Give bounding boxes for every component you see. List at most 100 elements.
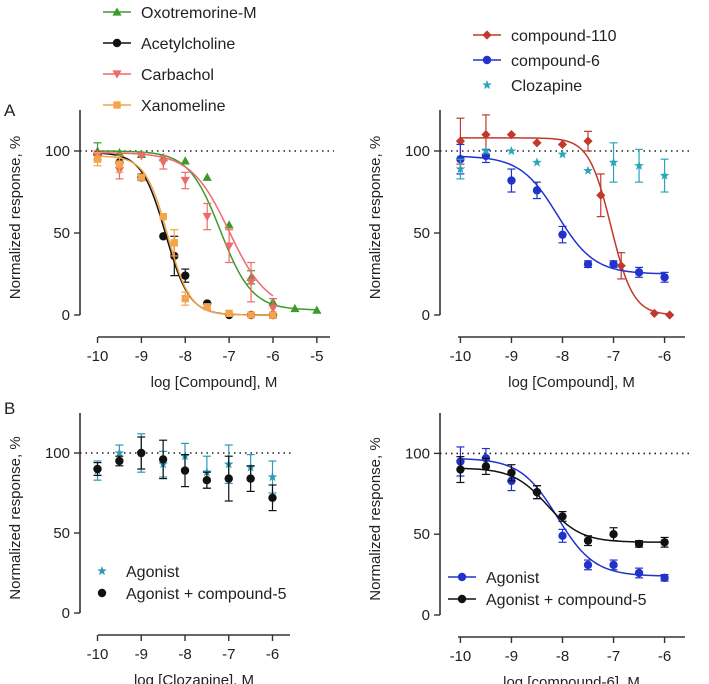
panel-label-a: A [4, 101, 16, 120]
data-point [137, 448, 146, 458]
data-point [224, 242, 234, 251]
data-point [649, 308, 659, 318]
data-point [114, 447, 125, 458]
data-point [170, 239, 178, 247]
data-point [583, 259, 593, 269]
x-tick-label: -8 [178, 646, 191, 663]
x-tick-label: -7 [607, 648, 620, 665]
data-point [115, 456, 124, 466]
legend-label: compound-110 [511, 28, 617, 45]
x-tick-label: -7 [222, 646, 235, 663]
x-tick-label: -7 [222, 348, 235, 365]
x-tick-label: -10 [450, 348, 472, 365]
data-point [247, 311, 255, 319]
x-tick-label: -7 [607, 348, 620, 365]
x-tick-label: -8 [556, 648, 569, 665]
chart-b-left: 0 50 100 -10 -9 -8 -7 -6 log [Clozapine], M Norma… [7, 413, 294, 684]
x-tick-label: -9 [135, 348, 148, 365]
data-point [557, 149, 568, 159]
data-point [93, 155, 102, 163]
x-axis-label: log [Clozapine], M [134, 672, 254, 684]
legend-marker [482, 79, 492, 90]
legend-marker [482, 55, 492, 65]
legend-label: Acetylcholine [141, 36, 235, 53]
x-tick-label: -5 [310, 348, 323, 365]
series-clozapine [455, 142, 670, 193]
data-point [532, 157, 542, 167]
x-tick-label: -8 [556, 348, 569, 365]
x-tick-label: -9 [505, 348, 518, 365]
data-point [268, 493, 277, 502]
series-agonist-compound-5 [93, 436, 277, 512]
y-tick-label: 100 [45, 445, 70, 462]
data-point [596, 190, 606, 200]
data-point [660, 273, 669, 282]
x-tick-label: -9 [135, 646, 148, 663]
legend-marker [482, 30, 492, 40]
legend-marker [113, 101, 121, 109]
data-point [136, 152, 147, 161]
data-point [224, 474, 233, 483]
data-point [583, 136, 593, 146]
data-point [634, 568, 644, 578]
legend-marker [112, 38, 122, 48]
data-point [634, 160, 644, 170]
data-point [481, 462, 491, 471]
data-point [159, 212, 168, 221]
data-point [659, 170, 670, 180]
chart-a-right: 0 50 100 -10 -9 -8 -7 -6 log [Compound], M Normal… [367, 28, 689, 391]
data-point [181, 271, 190, 280]
legend-marker [97, 588, 107, 598]
data-point [137, 173, 146, 181]
x-tick-label: -10 [450, 648, 472, 665]
x-tick-label: -6 [658, 348, 671, 365]
legend-label: Carbachol [141, 67, 214, 84]
data-point [455, 136, 466, 146]
data-point [583, 560, 593, 570]
data-point [506, 145, 517, 156]
y-tick-label: 100 [405, 445, 430, 462]
data-point [583, 536, 593, 545]
data-point [634, 539, 644, 549]
x-axis-label: log [Compound], M [151, 374, 278, 391]
data-point [158, 455, 168, 464]
data-point [269, 311, 277, 319]
data-point [115, 160, 124, 168]
y-tick-label: 50 [53, 225, 70, 242]
legend-label: Oxotremorine-M [141, 5, 257, 22]
data-point [158, 158, 168, 168]
data-point [202, 172, 212, 181]
data-point [481, 145, 491, 156]
data-point [93, 464, 102, 474]
y-tick-label: 50 [413, 526, 430, 543]
legend-label: compound-6 [511, 53, 600, 70]
y-axis-label: Normalized response, % [7, 136, 24, 299]
data-point [180, 156, 190, 165]
x-tick-label: -9 [505, 648, 518, 665]
data-point [609, 560, 618, 570]
x-axis-label: log [Compound], M [508, 374, 635, 391]
data-point [456, 465, 465, 474]
data-point [180, 176, 190, 186]
legend-label: Xanomeline [141, 98, 226, 115]
series-xanomeline [93, 152, 277, 319]
x-axis-label: log [compound-6], M [503, 674, 640, 684]
legend-marker [112, 70, 122, 79]
data-point [660, 573, 669, 583]
series-compound-6 [456, 143, 669, 283]
data-point [203, 303, 211, 311]
data-point [660, 538, 669, 547]
y-tick-label: 100 [405, 143, 430, 160]
data-point [455, 163, 466, 174]
data-point [532, 186, 542, 195]
data-point [532, 487, 542, 497]
data-point [202, 476, 212, 485]
data-point [506, 130, 517, 140]
data-point [507, 468, 516, 477]
data-point [616, 261, 626, 271]
data-point [558, 531, 567, 541]
y-tick-label: 100 [45, 143, 70, 160]
data-point [114, 148, 125, 157]
fit-curve [460, 458, 665, 577]
